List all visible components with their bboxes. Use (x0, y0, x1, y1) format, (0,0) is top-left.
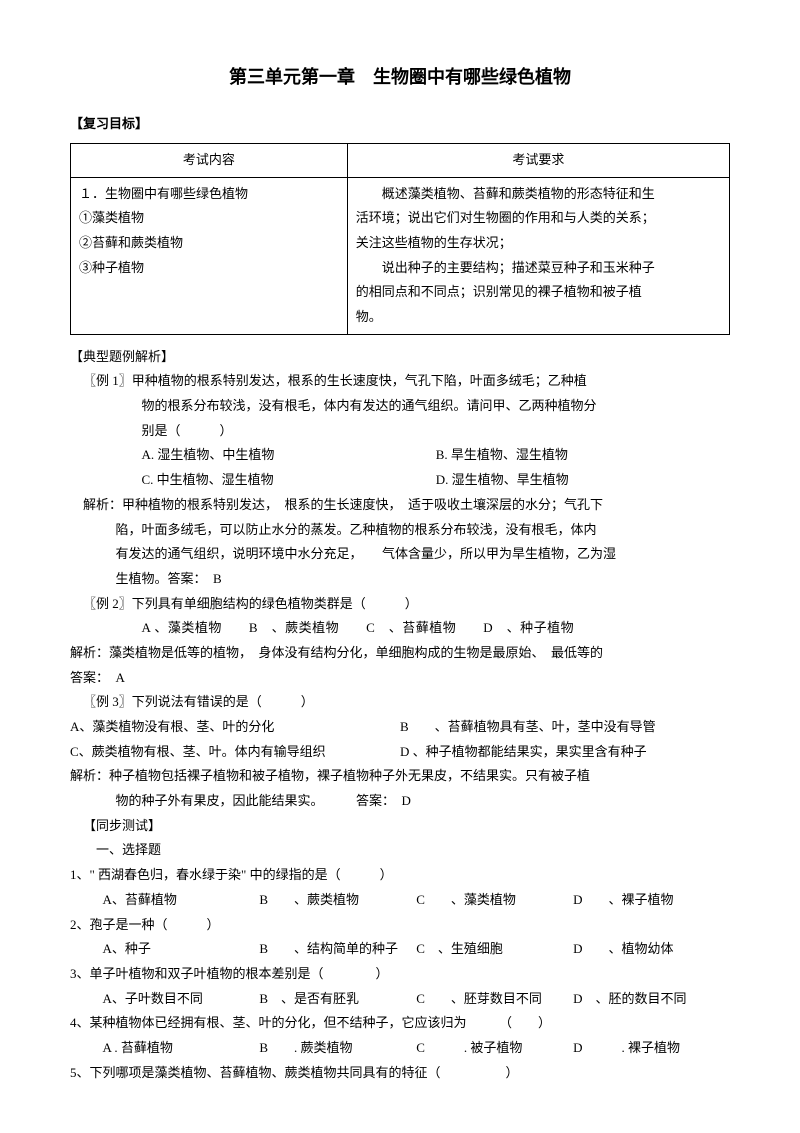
c2l1: 概述藻类植物、苔藓和蕨类植物的形态特征和生 (356, 182, 721, 207)
ex1-ana1: 解析：甲种植物的根系特别发达， 根系的生长速度快， 适于吸收土壤深层的水分；气孔… (70, 493, 730, 518)
ex1-optC: C. 中生植物、湿生植物 (142, 468, 436, 493)
ex3-optD: D 、种子植物都能结果实，果实里含有种子 (400, 740, 730, 765)
c2l2: 活环境；说出它们对生物圈的作用和与人类的关系； (356, 206, 721, 231)
q3-c: C 、胚芽数目不同 (416, 987, 573, 1012)
ex1-optB: B. 旱生植物、湿生植物 (436, 443, 730, 468)
ex2-opts: A 、藻类植物 B 、蕨类植物 C 、苔藓植物 D 、种子植物 (70, 616, 730, 641)
examples-label: 【典型题例解析】 (70, 345, 730, 370)
ex3-optA: A、藻类植物没有根、茎、叶的分化 (70, 715, 400, 740)
ex1-ana2: 陷，叶面多绒毛，可以防止水分的蒸发。乙种植物的根系分布较浅，没有根毛，体内 (70, 518, 730, 543)
ex1-optD: D. 湿生植物、旱生植物 (436, 468, 730, 493)
review-label: 【复习目标】 (70, 112, 730, 137)
ex3-optC: C、蕨类植物有根、茎、叶。体内有输导组织 (70, 740, 400, 765)
q3-a: A、子叶数目不同 (103, 987, 260, 1012)
ex3-row2: C、蕨类植物有根、茎、叶。体内有输导组织 D 、种子植物都能结果实，果实里含有种… (70, 740, 730, 765)
q1-d: D 、裸子植物 (573, 888, 730, 913)
c2l5: 的相同点和不同点；识别常见的裸子植物和被子植 (356, 280, 721, 305)
q1-b: B 、蕨类植物 (259, 888, 416, 913)
c1l3: ②苔藓和蕨类植物 (79, 231, 339, 256)
q5-stem: 5、下列哪项是藻类植物、苔藓植物、蕨类植物共同具有的特征（ ） (70, 1061, 730, 1086)
q3-stem: 3、单子叶植物和双子叶植物的根本差别是（ ） (70, 962, 730, 987)
ex3-ana1: 解析：种子植物包括裸子植物和被子植物，裸子植物种子外无果皮，不结果实。只有被子植 (70, 764, 730, 789)
q4-stem: 4、某种植物体已经拥有根、茎、叶的分化，但不结种子，它应该归为 （ ） (70, 1011, 730, 1036)
ex1-optA: A. 湿生植物、中生植物 (142, 443, 436, 468)
ex1-opts-row2: C. 中生植物、湿生植物 D. 湿生植物、旱生植物 (70, 468, 730, 493)
q4-d: D . 裸子植物 (573, 1036, 730, 1061)
q1-opts: A、苔藓植物 B 、蕨类植物 C 、藻类植物 D 、裸子植物 (70, 888, 730, 913)
ex2-line1: 〖例 2〗下列具有单细胞结构的绿色植物类群是（ ） (70, 592, 730, 617)
ex1-line2: 物的根系分布较浅，没有根毛，体内有发达的通气组织。请问甲、乙两种植物分 (70, 394, 730, 419)
th-req: 考试要求 (347, 143, 729, 177)
c1l2: ①藻类植物 (79, 206, 339, 231)
c1l4: ③种子植物 (79, 256, 339, 281)
q2-c: C 、生殖细胞 (416, 937, 573, 962)
c2l4: 说出种子的主要结构；描述菜豆种子和玉米种子 (356, 256, 721, 281)
page-title: 第三单元第一章 生物圈中有哪些绿色植物 (70, 60, 730, 94)
q3-d: D 、胚的数目不同 (573, 987, 730, 1012)
ex3-optB: B 、苔藓植物具有茎、叶，茎中没有导管 (400, 715, 730, 740)
ex1-ana3: 有发达的通气组织，说明环境中水分充足， 气体含量少，所以甲为旱生植物，乙为湿 (70, 542, 730, 567)
q3-b: B 、是否有胚乳 (259, 987, 416, 1012)
q2-b: B 、结构简单的种子 (259, 937, 416, 962)
q4-c: C . 被子植物 (416, 1036, 573, 1061)
ex1-ana4: 生植物。答案： B (70, 567, 730, 592)
ex2-ana2: 答案： A (70, 666, 730, 691)
q2-opts: A、种子 B 、结构简单的种子 C 、生殖细胞 D 、植物幼体 (70, 937, 730, 962)
test-sub: 一、选择题 (70, 838, 730, 863)
c1l1: １．生物圈中有哪些绿色植物 (79, 182, 339, 207)
ex1-opts-row1: A. 湿生植物、中生植物 B. 旱生植物、湿生植物 (70, 443, 730, 468)
q2-a: A、种子 (103, 937, 260, 962)
ex3-ana2: 物的种子外有果皮，因此能结果实。 答案： D (70, 789, 730, 814)
c2l3: 关注这些植物的生存状况； (356, 231, 721, 256)
td-req: 概述藻类植物、苔藓和蕨类植物的形态特征和生 活环境；说出它们对生物圈的作用和与人… (347, 177, 729, 334)
q1-stem: 1、" 西湖春色归，春水绿于染" 中的绿指的是（ ） (70, 863, 730, 888)
q2-d: D 、植物幼体 (573, 937, 730, 962)
ex3-line1: 〖例 3〗下列说法有错误的是（ ） (70, 690, 730, 715)
q2-stem: 2、孢子是一种（ ） (70, 913, 730, 938)
ex1-line3: 别是（ ） (70, 419, 730, 444)
th-content: 考试内容 (71, 143, 348, 177)
test-label: 【同步测试】 (70, 814, 730, 839)
q4-a: A . 苔藓植物 (103, 1036, 260, 1061)
td-content: １．生物圈中有哪些绿色植物 ①藻类植物 ②苔藓和蕨类植物 ③种子植物 (71, 177, 348, 334)
ex3-row1: A、藻类植物没有根、茎、叶的分化 B 、苔藓植物具有茎、叶，茎中没有导管 (70, 715, 730, 740)
c2l6: 物。 (356, 305, 721, 330)
q4-b: B . 蕨类植物 (259, 1036, 416, 1061)
requirements-table: 考试内容 考试要求 １．生物圈中有哪些绿色植物 ①藻类植物 ②苔藓和蕨类植物 ③… (70, 143, 730, 335)
ex2-ana1: 解析：藻类植物是低等的植物， 身体没有结构分化，单细胞构成的生物是最原始、 最低… (70, 641, 730, 666)
q4-opts: A . 苔藓植物 B . 蕨类植物 C . 被子植物 D . 裸子植物 (70, 1036, 730, 1061)
q3-opts: A、子叶数目不同 B 、是否有胚乳 C 、胚芽数目不同 D 、胚的数目不同 (70, 987, 730, 1012)
q1-a: A、苔藓植物 (103, 888, 260, 913)
q1-c: C 、藻类植物 (416, 888, 573, 913)
ex1-line1: 〖例 1〗甲种植物的根系特别发达，根系的生长速度快，气孔下陷，叶面多绒毛；乙种植 (70, 369, 730, 394)
